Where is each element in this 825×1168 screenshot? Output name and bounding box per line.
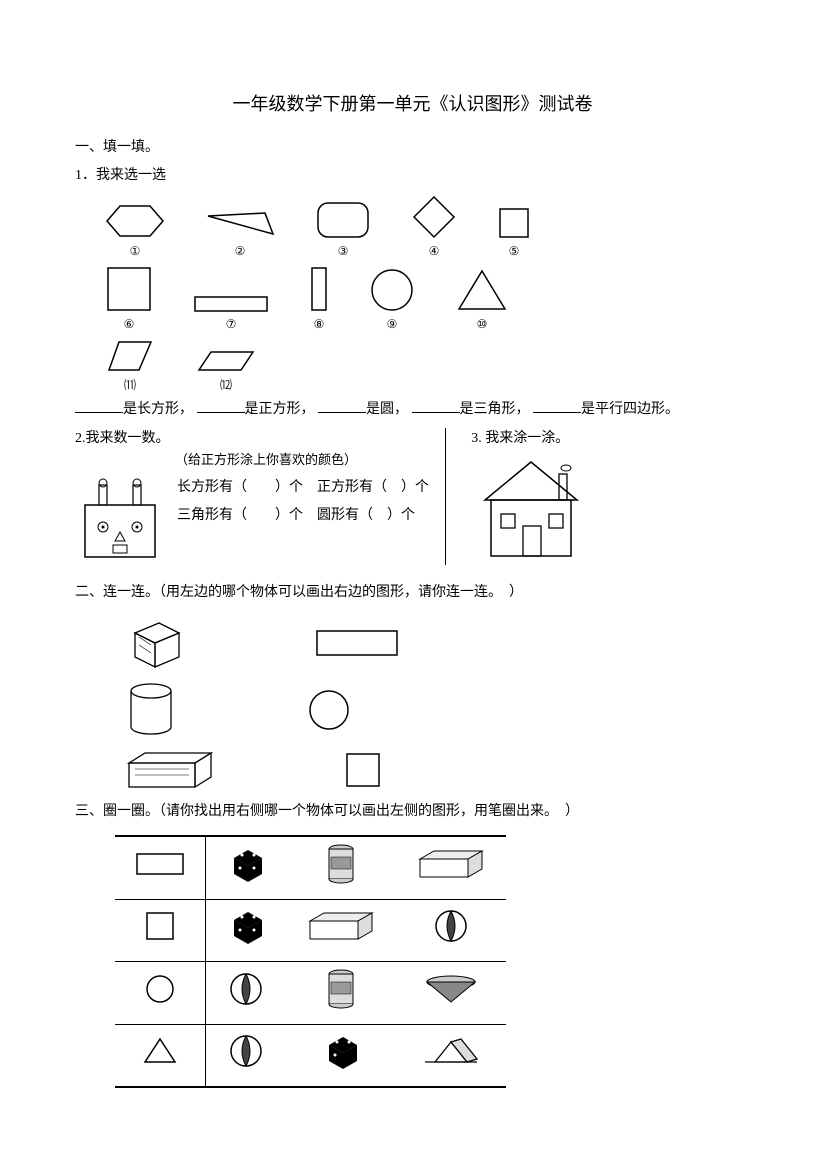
rect-wide-icon bbox=[193, 295, 269, 313]
q1-fill-row: 是长方形， 是正方形， 是圆， 是三角形， 是平行四边形。 bbox=[75, 399, 750, 421]
cylinder-3d-icon bbox=[125, 681, 177, 739]
triangle-thin-icon bbox=[205, 210, 275, 240]
count-sq: 正方形有（ ）个 bbox=[317, 480, 429, 495]
ball-icon bbox=[228, 971, 264, 1007]
can-cylinder-icon bbox=[326, 843, 356, 885]
q2-note: （给正方形涂上你喜欢的颜色） bbox=[75, 450, 437, 471]
robot-figure-icon bbox=[75, 477, 165, 565]
cone-icon bbox=[424, 974, 478, 1004]
triangle-icon bbox=[455, 267, 509, 313]
rounded-rect-icon bbox=[315, 200, 371, 240]
square-small-icon bbox=[497, 206, 531, 240]
square-flat-icon bbox=[345, 752, 381, 788]
rect-flat-icon bbox=[315, 629, 399, 657]
blank-input[interactable] bbox=[318, 399, 366, 413]
parallelogram-icon bbox=[105, 338, 155, 374]
count-tri: 三角形有（ ）个 bbox=[177, 508, 303, 523]
shape-label: ⑿ bbox=[220, 376, 232, 395]
target-rect-icon bbox=[135, 852, 185, 876]
count-circ: 圆形有（ ）个 bbox=[317, 508, 415, 523]
circle-icon bbox=[369, 267, 415, 313]
blank-input[interactable] bbox=[412, 399, 460, 413]
cuboid-3d-icon bbox=[125, 749, 215, 791]
dice-cube-icon bbox=[321, 1031, 361, 1071]
fill-text: 是三角形， bbox=[460, 402, 530, 417]
section-3-head: 三、圈一圈。（请你找出用右侧哪一个物体可以画出左侧的图形，用笔圈出来。 ） bbox=[75, 801, 750, 823]
hexagon-icon bbox=[105, 202, 165, 240]
fill-text: 是平行四边形。 bbox=[581, 402, 679, 417]
fill-text: 是正方形， bbox=[245, 402, 315, 417]
dice-cube-icon bbox=[226, 906, 266, 946]
target-square-icon bbox=[145, 911, 175, 941]
target-circle-icon bbox=[144, 973, 176, 1005]
section-1-head: 一、填一填。 bbox=[75, 137, 750, 159]
dice-cube-icon bbox=[226, 844, 266, 884]
shape-label: ⑦ bbox=[226, 315, 237, 334]
blank-input[interactable] bbox=[197, 399, 245, 413]
shape-label: ⑧ bbox=[314, 315, 325, 334]
blank-input[interactable] bbox=[75, 399, 123, 413]
circle-table bbox=[115, 835, 506, 1088]
cuboid-icon bbox=[416, 847, 486, 881]
fill-text: 是长方形， bbox=[123, 402, 193, 417]
square-icon bbox=[105, 265, 153, 313]
shape-label: ⑨ bbox=[387, 315, 398, 334]
shape-label: ⑾ bbox=[124, 376, 136, 395]
shape-label: ① bbox=[130, 242, 141, 261]
shape-label: ④ bbox=[429, 242, 440, 261]
shape-label: ② bbox=[235, 242, 246, 261]
can-cylinder-icon bbox=[326, 968, 356, 1010]
page-title: 一年级数学下册第一单元《认识图形》测试卷 bbox=[75, 90, 750, 119]
section-2-head: 二、连一连。（用左边的哪个物体可以画出右边的图形，请你连一连。 ） bbox=[75, 582, 750, 604]
parallelogram-flat-icon bbox=[195, 348, 257, 374]
prism-triangle-icon bbox=[421, 1036, 481, 1066]
shape-label: ⑤ bbox=[509, 242, 520, 261]
fill-text: 是圆， bbox=[366, 402, 408, 417]
ball-icon bbox=[228, 1033, 264, 1069]
cube-3d-icon bbox=[125, 615, 185, 671]
rect-tall-icon bbox=[309, 265, 329, 313]
count-rect: 长方形有（ ）个 bbox=[177, 480, 303, 495]
shape-label: ⑩ bbox=[477, 315, 488, 334]
shape-label: ③ bbox=[338, 242, 349, 261]
target-triangle-icon bbox=[142, 1036, 178, 1066]
q3-head: 3. 我来涂一涂。 bbox=[471, 428, 591, 450]
blank-input[interactable] bbox=[533, 399, 581, 413]
q2-head: 2.我来数一数。 bbox=[75, 428, 437, 450]
q1-shapes: ① ② ③ ④ ⑤ ⑥ ⑦ ⑧ bbox=[75, 194, 750, 396]
house-figure-icon bbox=[471, 456, 591, 566]
q1-head: 1．我来选一选 bbox=[75, 165, 750, 187]
circle-flat-icon bbox=[307, 688, 351, 732]
cuboid-icon bbox=[306, 909, 376, 943]
ball-icon bbox=[433, 908, 469, 944]
diamond-icon bbox=[411, 194, 457, 240]
shape-label: ⑥ bbox=[124, 315, 135, 334]
